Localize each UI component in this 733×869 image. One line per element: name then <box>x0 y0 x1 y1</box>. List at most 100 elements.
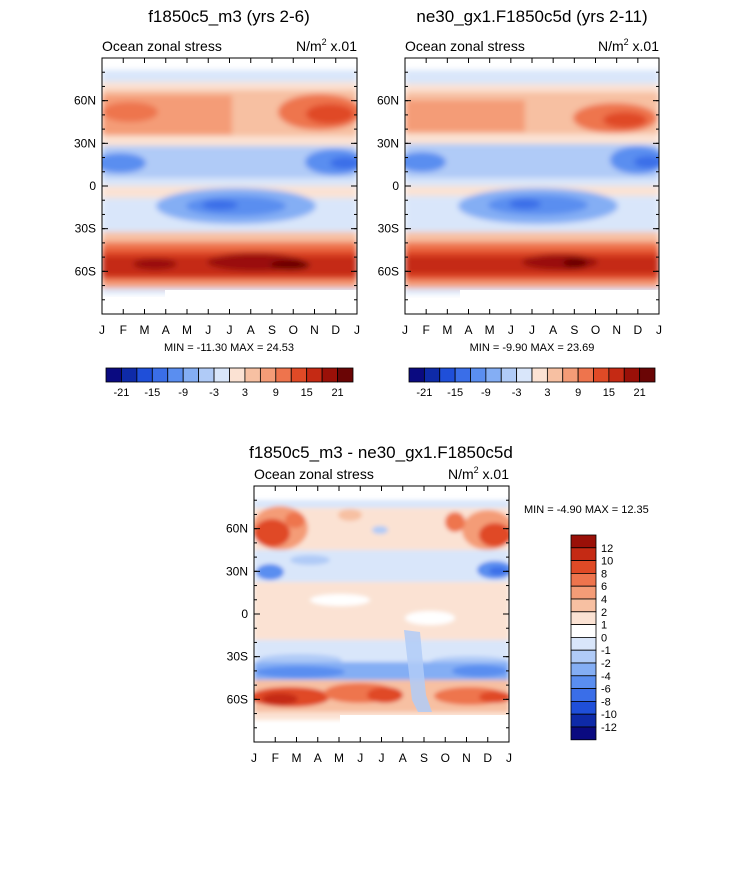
y-tick-label: 60N <box>74 94 96 108</box>
x-tick-label: J <box>529 323 535 337</box>
colorbar-swatch <box>570 726 597 741</box>
colorbar-swatch <box>500 367 518 383</box>
x-tick-label: D <box>483 751 492 765</box>
x-tick-label: J <box>357 751 363 765</box>
panel-2-variable-label: Ocean zonal stress <box>405 38 525 54</box>
colorbar-swatch <box>167 367 184 383</box>
x-tick-label: A <box>464 323 472 337</box>
x-tick-label: J <box>508 323 514 337</box>
colorbar-swatch <box>570 611 597 625</box>
colorbar-swatch <box>213 367 230 383</box>
colorbar-tick-label: 3 <box>242 387 248 399</box>
y-tick-label: 60N <box>226 522 248 536</box>
x-tick-label: O <box>441 751 450 765</box>
colorbar-tick-label: -21 <box>113 387 129 399</box>
colorbar-swatch <box>290 367 308 383</box>
colorbar-tick-label: -1 <box>601 645 611 657</box>
colorbar-swatch <box>454 367 471 383</box>
colorbar-tick-label: -10 <box>601 709 617 721</box>
colorbar-tick-label: 9 <box>273 387 279 399</box>
panel-3-variable-label: Ocean zonal stress <box>254 466 374 482</box>
x-tick-label: F <box>422 323 429 337</box>
colorbar-swatch <box>321 367 338 383</box>
colorbar-tick-label: 0 <box>601 632 607 644</box>
colorbar-tick-label: 21 <box>331 387 343 399</box>
y-tick-label: 30N <box>377 136 399 150</box>
colorbar-tick-label: 1 <box>601 620 607 632</box>
x-tick-label: D <box>331 323 340 337</box>
colorbar-swatch <box>516 367 533 383</box>
colorbar-swatch <box>570 598 597 613</box>
colorbar-swatch <box>570 573 597 587</box>
colorbar-swatch <box>570 713 597 728</box>
colorbar-swatch <box>570 688 597 702</box>
colorbar-tick-label: -15 <box>447 387 463 399</box>
colorbar-tick-label: 3 <box>544 387 550 399</box>
panel-1-variable-label: Ocean zonal stress <box>102 38 222 54</box>
x-tick-label: A <box>247 323 255 337</box>
colorbar-swatch <box>570 534 597 549</box>
y-tick-label: 30S <box>75 222 96 236</box>
panel-3: f1850c5_m3 - ne30_gx1.F1850c5d Ocean zon… <box>226 443 649 765</box>
panel-2-contour-field <box>405 58 659 314</box>
colorbar-swatch <box>570 624 597 638</box>
x-tick-label: A <box>314 751 322 765</box>
colorbar-swatch <box>121 367 138 383</box>
x-tick-label: N <box>612 323 621 337</box>
colorbar-tick-label: -3 <box>512 387 522 399</box>
colorbar-tick-label: 8 <box>601 568 607 580</box>
panel-1-min-max: MIN = -11.30 MAX = 24.53 <box>164 342 294 354</box>
panel-2: ne30_gx1.F1850c5d (yrs 2-11) Ocean zonal… <box>377 7 662 399</box>
colorbar-swatch <box>577 367 594 383</box>
panel-1: f1850c5_m3 (yrs 2-6) Ocean zonal stress … <box>74 7 360 399</box>
colorbar-tick-label: -4 <box>601 671 611 683</box>
colorbar-swatch <box>531 367 548 383</box>
colorbar-swatch <box>570 649 597 664</box>
colorbar-swatch <box>337 367 354 383</box>
panel-3-min-max: MIN = -4.90 MAX = 12.35 <box>524 504 649 516</box>
x-tick-label: N <box>462 751 471 765</box>
panel-3-title: f1850c5_m3 - ne30_gx1.F1850c5d <box>249 443 513 462</box>
x-tick-label: D <box>633 323 642 337</box>
colorbar-swatch <box>570 637 597 651</box>
colorbar-tick-label: -21 <box>416 387 432 399</box>
x-tick-label: O <box>289 323 298 337</box>
colorbar-tick-label: 4 <box>601 594 607 606</box>
x-tick-label: A <box>549 323 557 337</box>
y-tick-label: 30S <box>378 222 399 236</box>
x-tick-label: O <box>591 323 600 337</box>
colorbar-swatch <box>136 367 153 383</box>
panel-2-title: ne30_gx1.F1850c5d (yrs 2-11) <box>416 7 647 26</box>
colorbar-swatch <box>570 662 597 677</box>
y-tick-label: 0 <box>89 179 96 193</box>
x-tick-label: J <box>251 751 257 765</box>
colorbar-tick-label: 10 <box>601 556 613 568</box>
y-tick-label: 60N <box>377 94 399 108</box>
y-tick-label: 30N <box>74 136 96 150</box>
colorbar-swatch <box>623 367 641 383</box>
colorbar-swatch <box>105 367 122 383</box>
colorbar-swatch <box>259 367 277 383</box>
colorbar-tick-label: 9 <box>575 387 581 399</box>
x-tick-label: M <box>334 751 344 765</box>
y-tick-label: 0 <box>241 607 248 621</box>
y-tick-label: 60S <box>75 264 96 278</box>
x-tick-label: J <box>99 323 105 337</box>
colorbar-swatch <box>306 367 323 383</box>
colorbar-swatch <box>570 585 597 600</box>
panel-3-units: N/m2 x.01 <box>448 465 509 482</box>
colorbar-swatch <box>470 367 487 383</box>
colorbar-swatch <box>423 367 441 383</box>
colorbar-tick-label: 15 <box>603 387 615 399</box>
x-tick-label: N <box>310 323 319 337</box>
colorbar-swatch <box>198 367 215 383</box>
colorbar-swatch <box>570 701 597 715</box>
colorbar-tick-label: -6 <box>601 684 611 696</box>
x-tick-label: M <box>292 751 302 765</box>
panel-1-contour-field <box>102 58 357 314</box>
y-tick-label: 30N <box>226 564 248 578</box>
x-tick-label: S <box>420 751 428 765</box>
